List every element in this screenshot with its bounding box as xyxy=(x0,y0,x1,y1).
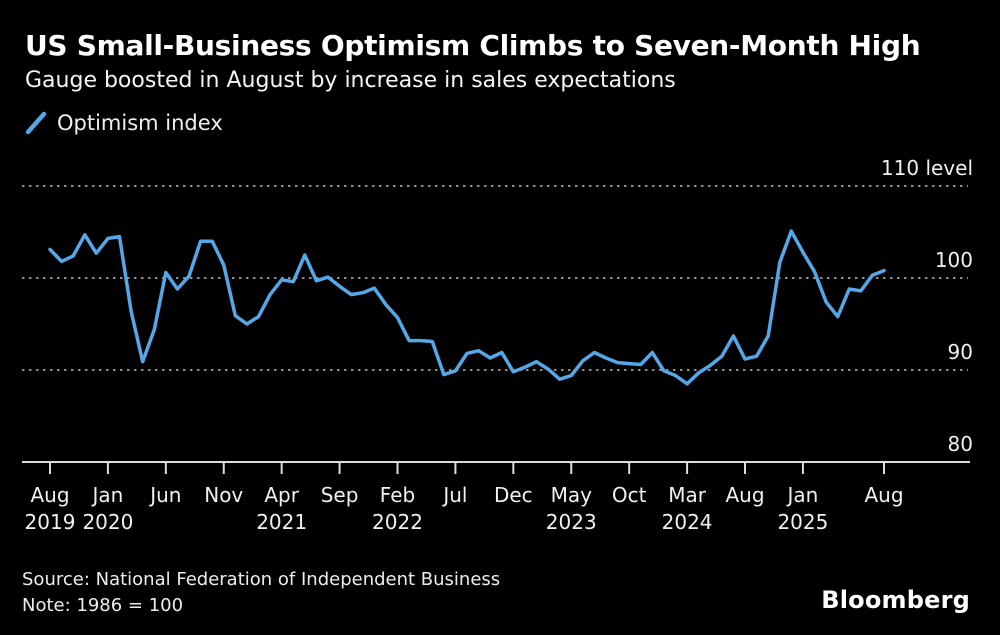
x-axis-month: Nov xyxy=(204,483,244,507)
optimism-index-line xyxy=(48,229,886,386)
x-axis-month: Dec xyxy=(493,483,533,507)
x-axis-month: Jun xyxy=(150,483,182,507)
x-axis-year: 2022 xyxy=(372,510,423,534)
x-axis-month: Jan xyxy=(92,483,124,507)
x-axis-month: Oct xyxy=(611,483,647,507)
footnotes: Source: National Federation of Independe… xyxy=(22,567,500,619)
x-axis-month: Apr xyxy=(264,483,299,507)
legend: Optimism index xyxy=(25,111,223,135)
x-axis-month: Mar xyxy=(668,483,706,507)
y-axis-top-label: 110 level xyxy=(880,156,973,180)
page-title: US Small-Business Optimism Climbs to Sev… xyxy=(25,29,921,62)
x-axis-label-Jun: Jun xyxy=(150,482,181,509)
x-axis-label-Jul: Jul xyxy=(443,482,467,509)
x-axis-label-Dec: Dec xyxy=(494,482,533,509)
x-axis-year: 2024 xyxy=(661,510,713,534)
x-axis-label-Aug-2019: Aug 2019 xyxy=(25,482,76,536)
legend-label: Optimism index xyxy=(57,111,223,135)
x-axis-month: Aug xyxy=(725,483,765,507)
x-axis-month: Aug xyxy=(30,483,70,507)
x-axis-month: Jul xyxy=(443,483,468,507)
x-axis-month: Aug xyxy=(864,483,904,507)
source-line: Source: National Federation of Independe… xyxy=(22,569,501,590)
x-axis-label-May-2023: May 2023 xyxy=(546,482,597,536)
x-axis-label-Jan-2020: Jan 2020 xyxy=(82,482,133,536)
line-series-icon xyxy=(25,111,47,135)
y-axis-label-80: 80 xyxy=(947,432,973,456)
x-axis-month: Feb xyxy=(379,483,416,507)
chart-subtitle: Gauge boosted in August by increase in s… xyxy=(25,68,676,93)
x-axis-label-Sep: Sep xyxy=(321,482,359,509)
x-axis-year: 2019 xyxy=(24,510,76,534)
x-axis-label-Aug: Aug xyxy=(725,482,764,509)
x-axis-month: Jan xyxy=(787,483,819,507)
x-axis-label-Aug: Aug xyxy=(864,482,903,509)
x-axis-label-Oct: Oct xyxy=(612,482,647,509)
x-axis-year: 2023 xyxy=(545,510,597,534)
x-axis-year: 2020 xyxy=(82,510,134,534)
bloomberg-logo: Bloomberg xyxy=(821,586,970,614)
x-axis-month: Sep xyxy=(320,483,359,507)
x-axis-label-Nov: Nov xyxy=(204,482,243,509)
y-axis-label-90: 90 xyxy=(947,340,973,364)
x-axis-label-Mar-2024: Mar 2024 xyxy=(662,482,713,536)
x-axis-label-Feb-2022: Feb 2022 xyxy=(372,482,423,536)
x-axis-label-Jan-2025: Jan 2025 xyxy=(777,482,828,536)
x-axis-label-Apr-2021: Apr 2021 xyxy=(256,482,307,536)
note-line: Note: 1986 = 100 xyxy=(22,595,184,616)
x-axis-year: 2025 xyxy=(777,510,829,534)
x-axis-month: May xyxy=(550,483,592,507)
y-axis-label-100: 100 xyxy=(934,248,973,272)
x-axis-year: 2021 xyxy=(256,510,308,534)
